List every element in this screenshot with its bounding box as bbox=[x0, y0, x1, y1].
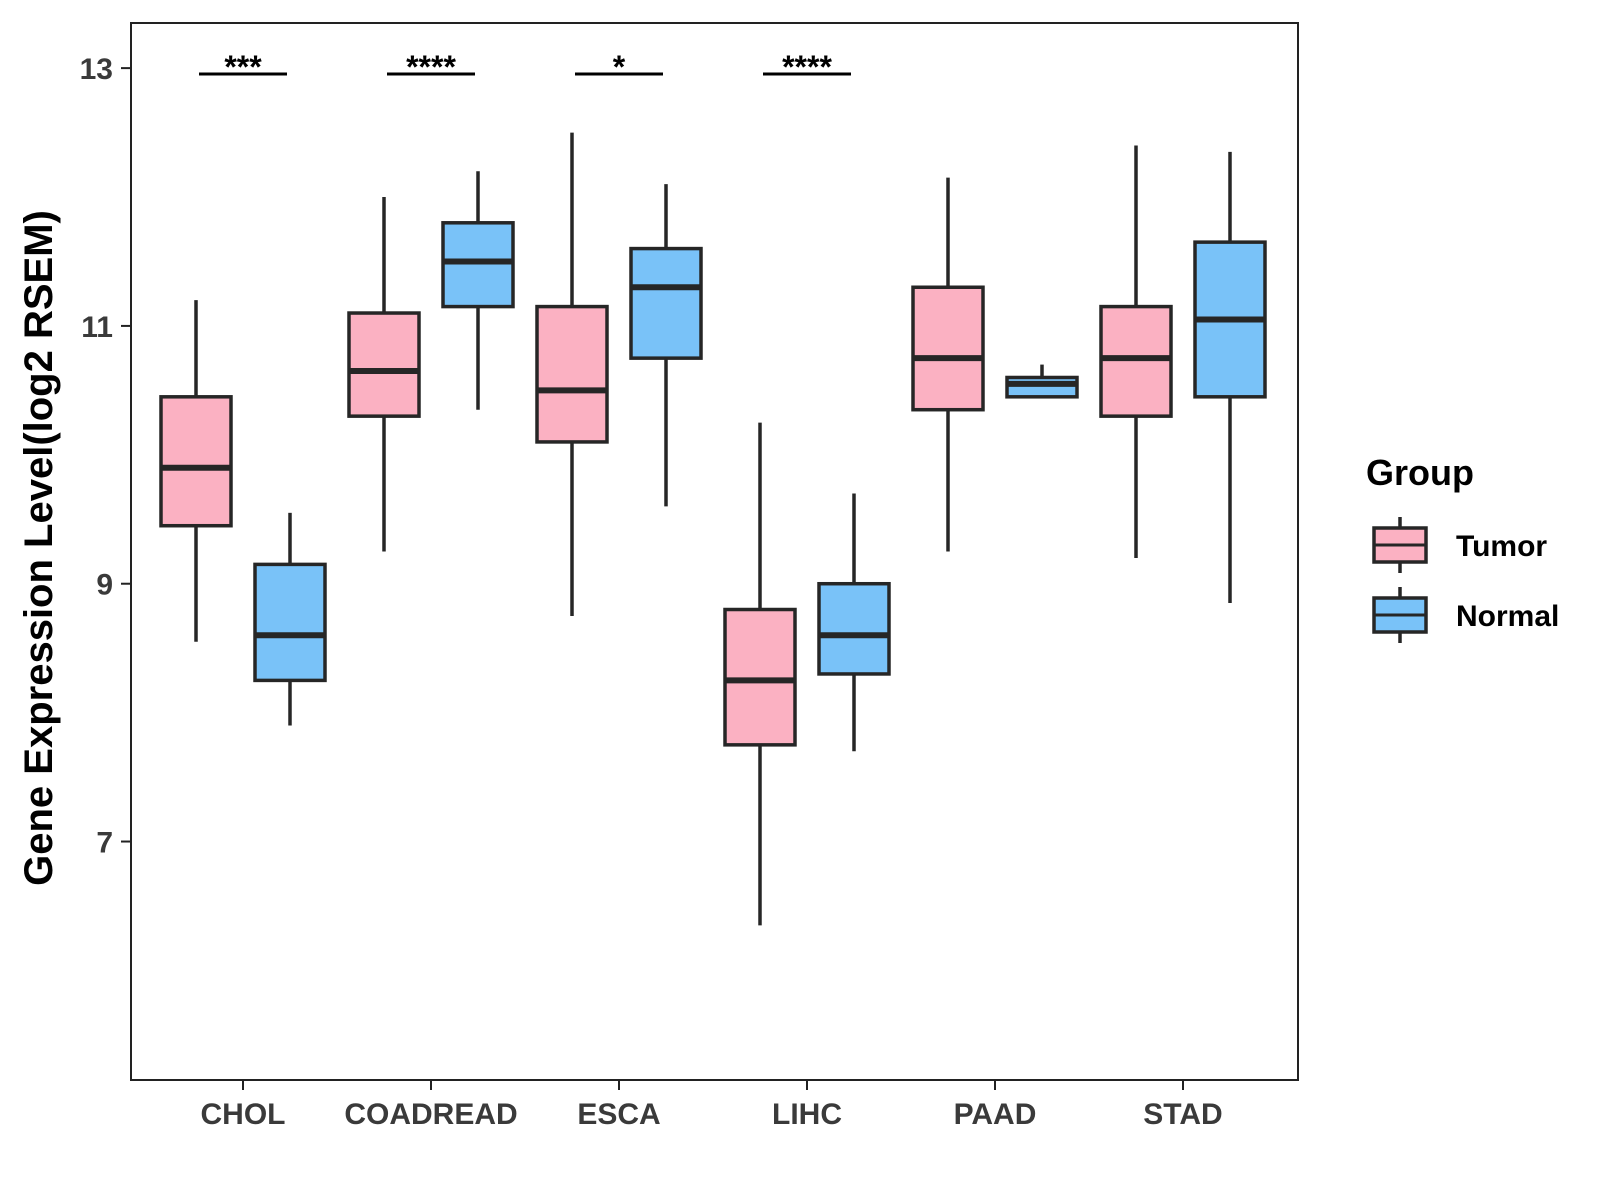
box-esca-tumor bbox=[535, 132, 609, 616]
box-body bbox=[347, 311, 421, 418]
x-tick-label-lihc: LIHC bbox=[772, 1098, 842, 1131]
box-stad-normal bbox=[1193, 151, 1267, 604]
box-body bbox=[911, 285, 985, 412]
y-tick-label-11: 11 bbox=[81, 311, 113, 344]
x-tick-label-esca: ESCA bbox=[577, 1098, 660, 1131]
box-stad-tumor bbox=[1099, 145, 1173, 558]
box-body bbox=[817, 581, 891, 676]
box-body bbox=[253, 562, 327, 683]
box-esca-normal bbox=[629, 184, 703, 507]
box-body bbox=[1099, 304, 1173, 418]
legend-entry-normal: Normal bbox=[1372, 587, 1559, 643]
x-tick-label-stad: STAD bbox=[1143, 1098, 1222, 1131]
y-tick-label-7: 7 bbox=[96, 827, 113, 860]
plot-panel bbox=[130, 22, 1299, 1081]
box-coadread-tumor bbox=[347, 197, 421, 552]
box-lihc-tumor bbox=[723, 422, 797, 926]
box-body bbox=[159, 395, 233, 528]
x-axis: CHOL COADREAD ESCA LIHC PAAD STAD bbox=[201, 1080, 1223, 1131]
legend-title: Group bbox=[1366, 452, 1474, 493]
legend-label-tumor: Tumor bbox=[1456, 530, 1547, 563]
box-layer bbox=[159, 132, 1267, 926]
significance-layer: *** **** * **** bbox=[199, 49, 851, 85]
x-tick-label-paad: PAAD bbox=[954, 1098, 1037, 1131]
significance-label-chol: *** bbox=[224, 49, 262, 85]
box-body bbox=[629, 246, 703, 360]
box-paad-tumor bbox=[911, 177, 985, 552]
significance-label-lihc: **** bbox=[782, 49, 832, 85]
legend: Group Tumor Normal bbox=[1366, 452, 1559, 643]
x-tick-label-coadread: COADREAD bbox=[344, 1098, 517, 1131]
y-tick-label-9: 9 bbox=[96, 569, 113, 602]
box-body bbox=[1005, 375, 1079, 399]
box-body bbox=[441, 221, 515, 309]
y-tick-label-13: 13 bbox=[80, 53, 113, 86]
box-paad-normal bbox=[1005, 364, 1079, 399]
box-chol-tumor bbox=[159, 300, 233, 642]
box-coadread-normal bbox=[441, 171, 515, 410]
y-axis: 7 9 11 13 bbox=[80, 53, 131, 860]
legend-entry-tumor: Tumor bbox=[1372, 517, 1547, 573]
legend-label-normal: Normal bbox=[1456, 600, 1559, 633]
x-tick-label-chol: CHOL bbox=[201, 1098, 286, 1131]
box-chol-normal bbox=[253, 512, 327, 726]
significance-label-coadread: **** bbox=[406, 49, 456, 85]
box-lihc-normal bbox=[817, 493, 891, 752]
significance-label-esca: * bbox=[613, 49, 626, 85]
box-body bbox=[535, 304, 609, 444]
box-body bbox=[723, 607, 797, 747]
y-axis-label: Gene Expression Level(log2 RSEM) bbox=[17, 210, 61, 886]
